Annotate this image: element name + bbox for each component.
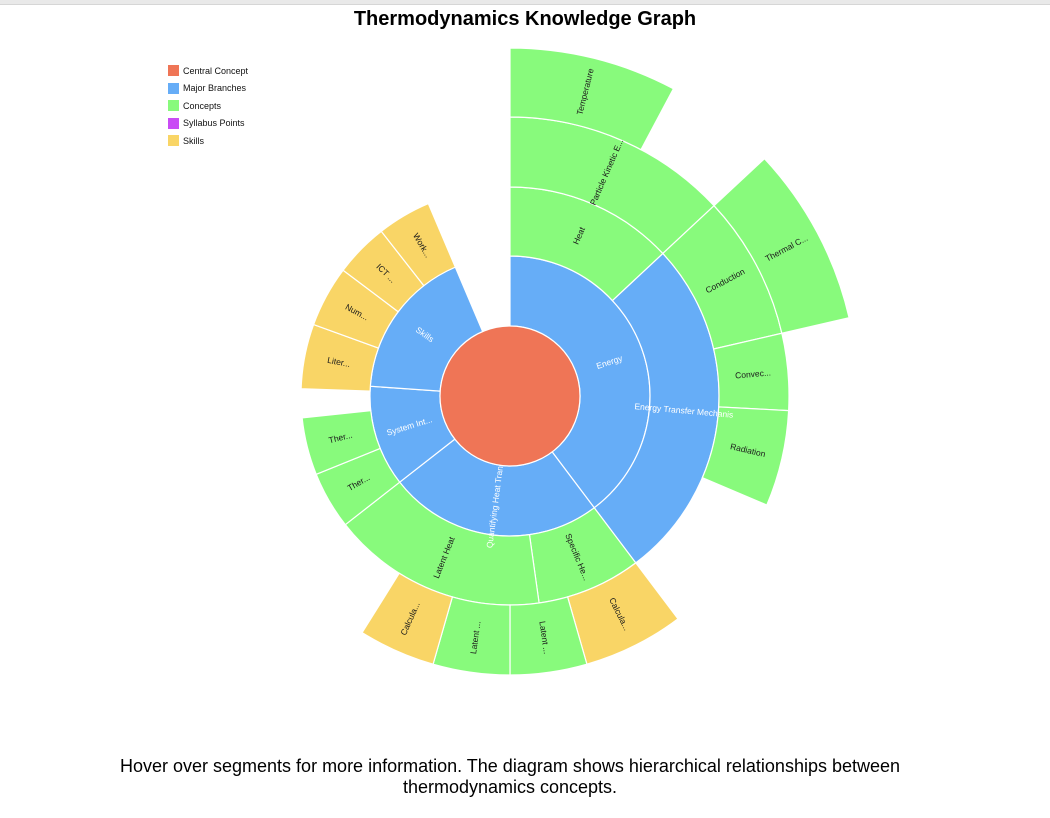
legend-label: Major Branches	[183, 83, 247, 94]
center-concept-circle[interactable]	[439, 325, 581, 467]
seg-temperature[interactable]	[509, 47, 675, 151]
legend-label: Syllabus Points	[183, 118, 245, 129]
legend-item-syllabus-points: Syllabus Points	[168, 115, 248, 133]
legend: Central Concept Major Branches Concepts …	[168, 62, 248, 150]
legend-item-major-branches: Major Branches	[168, 80, 248, 98]
legend-swatch-concept	[168, 100, 179, 112]
legend-label: Concepts	[183, 100, 222, 111]
legend-item-central-concept: Central Concept	[168, 62, 248, 80]
legend-item-concepts: Concepts	[168, 97, 248, 115]
seg-work[interactable]	[380, 202, 457, 287]
legend-label: Skills	[183, 135, 205, 146]
legend-item-skills: Skills	[168, 132, 248, 150]
legend-swatch-central	[168, 65, 179, 77]
legend-swatch-skill	[168, 135, 179, 147]
seg-calc-latent[interactable]	[361, 572, 454, 665]
seg-thermal-c[interactable]	[713, 157, 850, 334]
legend-label: Central Concept	[183, 65, 249, 76]
legend-swatch-branch	[168, 82, 179, 94]
seg-ther-2[interactable]	[301, 409, 381, 476]
seg-radiation[interactable]	[701, 406, 790, 506]
page-title: Thermodynamics Knowledge Graph	[353, 8, 697, 30]
window-top-border	[0, 0, 1050, 5]
legend-swatch-syllabus	[168, 117, 179, 129]
footer-hint: Hover over segments for more information…	[119, 756, 901, 797]
